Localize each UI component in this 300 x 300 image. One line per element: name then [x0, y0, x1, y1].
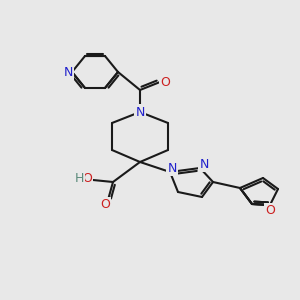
Text: H: H: [74, 172, 84, 184]
Text: O: O: [265, 205, 275, 218]
Text: N: N: [135, 106, 145, 118]
Text: N: N: [199, 158, 209, 170]
Text: O: O: [100, 199, 110, 212]
Text: O: O: [160, 76, 170, 88]
Text: N: N: [63, 65, 73, 79]
Text: O: O: [82, 172, 92, 184]
Text: N: N: [167, 161, 177, 175]
